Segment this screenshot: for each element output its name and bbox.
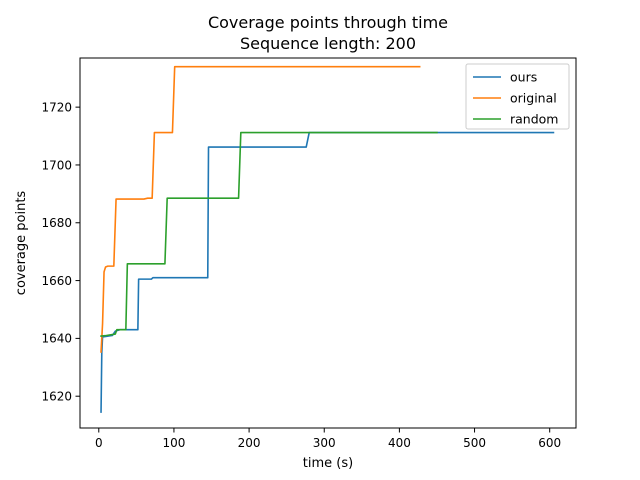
x-tick-label: 100 <box>162 436 185 450</box>
x-axis-ticks: 0 100 200 300 400 500 600 <box>95 428 561 450</box>
x-tick-label: 300 <box>313 436 336 450</box>
y-tick-label: 1660 <box>41 274 72 288</box>
series-line-original <box>100 65 421 353</box>
y-axis-ticks: 1620 1640 1660 1680 1700 1720 <box>41 100 80 404</box>
plot-area-frame <box>79 57 577 429</box>
legend-label-original: original <box>510 91 557 106</box>
legend: ours original random <box>465 63 570 130</box>
y-tick-label: 1640 <box>41 332 72 346</box>
legend-label-random: random <box>510 112 558 127</box>
x-axis-label: time (s) <box>303 456 353 471</box>
y-axis-label: coverage points <box>14 191 29 296</box>
y-tick-label: 1680 <box>41 216 72 230</box>
x-tick-label: 0 <box>95 436 103 450</box>
x-tick-label: 400 <box>388 436 411 450</box>
x-tick-label: 200 <box>238 436 261 450</box>
series-line-random <box>100 131 438 337</box>
plot-series <box>100 65 555 413</box>
y-tick-label: 1720 <box>41 100 72 114</box>
series-line-ours <box>100 131 555 413</box>
legend-box <box>465 63 570 130</box>
legend-label-ours: ours <box>510 70 537 85</box>
x-tick-label: 500 <box>463 436 486 450</box>
y-tick-label: 1620 <box>41 390 72 404</box>
y-tick-label: 1700 <box>41 158 72 172</box>
chart-title: Coverage points through time Sequence le… <box>208 13 448 53</box>
chart-title-line-2: Sequence length: 200 <box>240 34 416 53</box>
chart-title-line-1: Coverage points through time <box>208 13 448 32</box>
x-tick-label: 600 <box>538 436 561 450</box>
